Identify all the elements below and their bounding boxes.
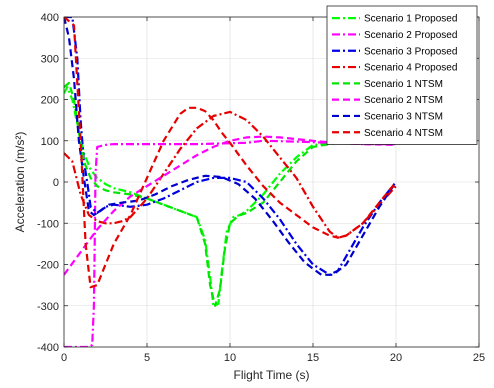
y-tick-label: 100 [41, 136, 59, 148]
legend-label: Scenario 2 Proposed [364, 30, 457, 41]
x-tick-label: 20 [390, 352, 402, 364]
y-tick-label: -300 [37, 301, 59, 313]
y-tick-label: -400 [37, 342, 59, 354]
series-line-2 [64, 139, 396, 347]
legend-label: Scenario 4 Proposed [364, 63, 457, 74]
legend: Scenario 1 Proposed Scenario 2 Proposed Sc… [326, 5, 478, 145]
series-line-7 [64, 17, 397, 276]
y-axis-title: Acceleration (m/s²) [13, 132, 27, 233]
x-tick-label: 15 [307, 352, 319, 364]
y-tick-label: 300 [41, 53, 59, 65]
x-tick-label: 25 [473, 352, 485, 364]
y-tick-label: 400 [41, 12, 59, 24]
y-tick-label: 0 [53, 177, 59, 189]
x-tick-label: 5 [144, 352, 150, 364]
y-tick-label: -100 [37, 218, 59, 230]
x-tick-label: 10 [224, 352, 236, 364]
series-line-6 [64, 135, 397, 276]
legend-label: Scenario 3 NTSM [364, 111, 443, 122]
legend-label: Scenario 2 NTSM [364, 95, 443, 106]
x-tick-label: 0 [61, 352, 67, 364]
series-line-1 [64, 86, 338, 307]
x-axis-title: Flight Time (s) [233, 368, 309, 382]
legend-box [326, 5, 478, 145]
legend-label: Scenario 3 Proposed [364, 46, 457, 57]
series-line-5 [64, 81, 339, 307]
legend-label: Scenario 1 NTSM [364, 79, 443, 90]
legend-label: Scenario 4 NTSM [364, 128, 443, 139]
y-tick-label: 200 [41, 95, 59, 107]
series-layer [64, 17, 397, 347]
series-line-8 [64, 17, 397, 289]
ticks: 0 5 10 15 20 25 -400 -300 -200 -100 0 100 200 300 400 [37, 12, 485, 364]
legend-label: Scenario 1 Proposed [364, 14, 457, 25]
y-tick-label: -200 [37, 260, 59, 272]
series-line-3 [64, 17, 397, 276]
